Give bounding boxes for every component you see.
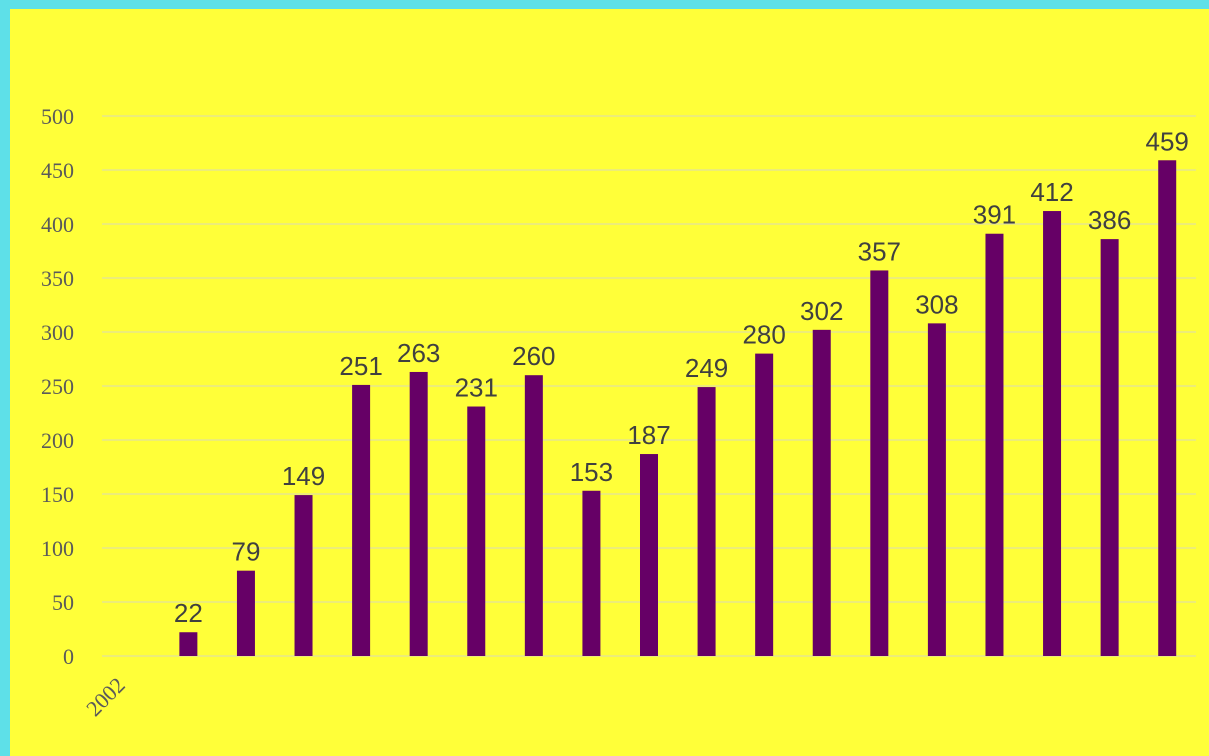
y-tick-label: 500 <box>41 104 74 129</box>
data-label: 231 <box>455 373 498 403</box>
bar <box>409 371 428 656</box>
bar <box>294 495 313 656</box>
data-label: 412 <box>1030 177 1073 207</box>
data-label: 249 <box>685 353 728 383</box>
data-label: 391 <box>973 200 1016 230</box>
bar <box>927 323 946 656</box>
bar <box>179 632 198 656</box>
bar <box>582 490 601 656</box>
y-tick-label: 300 <box>41 320 74 345</box>
y-tick-label: 450 <box>41 158 74 183</box>
bar-chart: 0 50 100 150 200 250 300 350 400 450 500 22 79 149 25… <box>41 104 1196 721</box>
chart-area: 0 50 100 150 200 250 300 350 400 450 500 22 79 149 25… <box>10 9 1209 756</box>
bar <box>870 270 889 656</box>
bar <box>755 353 774 656</box>
data-label: 357 <box>858 236 901 266</box>
y-tick-label: 100 <box>41 536 74 561</box>
y-tick-label: 250 <box>41 374 74 399</box>
data-label: 260 <box>512 341 555 371</box>
data-label: 263 <box>397 338 440 368</box>
data-label: 251 <box>339 351 382 381</box>
bar <box>1158 160 1177 656</box>
data-label: 149 <box>282 461 325 491</box>
bar <box>1100 239 1119 656</box>
y-tick-label: 400 <box>41 212 74 237</box>
y-tick-label: 50 <box>52 590 74 615</box>
data-label: 153 <box>570 457 613 487</box>
data-label: 22 <box>174 598 203 628</box>
data-label: 187 <box>627 420 670 450</box>
bar <box>1043 211 1062 657</box>
y-tick-label: 350 <box>41 266 74 291</box>
y-tick-label: 200 <box>41 428 74 453</box>
data-label: 302 <box>800 296 843 326</box>
data-label: 459 <box>1146 126 1189 156</box>
bar <box>812 329 831 656</box>
y-tick-label: 150 <box>41 482 74 507</box>
bar <box>697 387 716 656</box>
bar <box>524 375 543 656</box>
data-label: 308 <box>915 289 958 319</box>
data-label: 79 <box>231 537 260 567</box>
bar <box>640 454 658 656</box>
y-tick-label: 0 <box>63 644 74 669</box>
bar <box>985 233 1004 656</box>
data-label: 280 <box>742 320 785 350</box>
x-tick-label: 2002 <box>81 672 130 721</box>
data-label: 386 <box>1088 205 1131 235</box>
bar <box>352 384 371 656</box>
bar <box>467 406 486 656</box>
bar <box>236 570 255 656</box>
